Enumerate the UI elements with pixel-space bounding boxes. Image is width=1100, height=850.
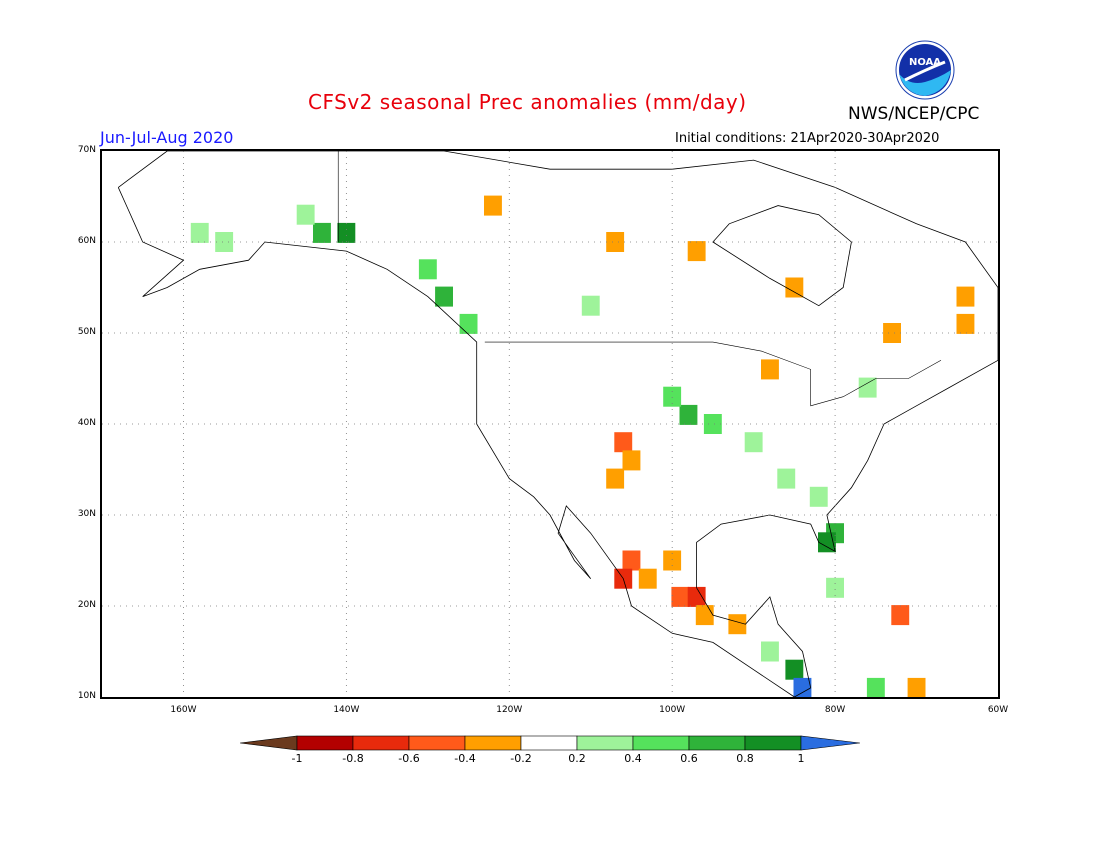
anomaly-cell (956, 286, 975, 307)
anomaly-cell (866, 677, 885, 697)
coastline (117, 151, 998, 697)
season-label: Jun-Jul-Aug 2020 (100, 128, 234, 147)
anomaly-cell (744, 432, 763, 453)
legend-label: -0.8 (342, 752, 364, 765)
anomaly-cell (296, 204, 315, 225)
legend-swatch (408, 735, 466, 751)
noaa-logo-icon: NOAA (895, 40, 955, 100)
legend-label: 0.6 (680, 752, 698, 765)
legend-swatch (464, 735, 522, 751)
anomaly-cell (679, 404, 698, 425)
color-legend-bar (240, 735, 860, 751)
lat-label: 20N (77, 600, 96, 610)
anomaly-cell (956, 313, 975, 334)
anomaly-cell (891, 605, 910, 626)
anomaly-cell (190, 222, 209, 243)
lat-label: 40N (77, 418, 96, 428)
anomaly-cell (761, 359, 779, 380)
lat-label: 30N (77, 509, 96, 519)
legend-label: -0.6 (398, 752, 420, 765)
anomaly-cell (484, 195, 502, 216)
legend-label: -1 (291, 752, 303, 765)
precipitation-anomaly-map (100, 149, 1000, 699)
legend-swatch (632, 735, 690, 751)
anomaly-cell (622, 450, 641, 471)
lon-label: 160W (170, 705, 197, 715)
lon-label: 60W (987, 705, 1009, 715)
anomaly-cell (215, 232, 234, 252)
anomaly-cell (687, 586, 706, 607)
lon-label: 120W (496, 705, 523, 715)
legend-swatch (240, 735, 298, 751)
anomaly-cell (313, 222, 331, 243)
lat-label: 70N (77, 145, 96, 155)
lon-label: 100W (659, 705, 686, 715)
anomaly-cell (818, 532, 836, 553)
anomaly-cell (581, 295, 600, 316)
map-title: CFSv2 seasonal Prec anomalies (mm/day) (308, 90, 747, 114)
agency-label: NWS/NCEP/CPC (848, 104, 980, 124)
us-canada-border (484, 341, 942, 407)
anomaly-cell (907, 677, 926, 697)
anomaly-cell (883, 323, 901, 343)
anomaly-cell (671, 586, 690, 607)
lat-label: 60N (77, 236, 96, 246)
anomaly-cell (785, 659, 804, 680)
anomaly-cell (606, 468, 625, 489)
anomaly-cell (728, 614, 747, 635)
initial-conditions-label: Initial conditions: 21Apr2020-30Apr2020 (675, 131, 940, 146)
legend-swatch (352, 735, 410, 751)
legend-label: -0.2 (510, 752, 532, 765)
legend-swatch (688, 735, 746, 751)
anomaly-cell (606, 232, 625, 252)
legend-swatch (296, 735, 354, 751)
anomaly-cell (793, 677, 812, 697)
lat-label: 50N (77, 327, 96, 337)
legend-label: 0.8 (736, 752, 754, 765)
legend-label: 0.2 (568, 752, 586, 765)
anomaly-cell (638, 568, 657, 589)
anomaly-cell (809, 486, 828, 507)
legend-label: 0.4 (624, 752, 642, 765)
anomaly-cell (777, 468, 796, 489)
legend-swatch (520, 735, 578, 751)
anomaly-cell (663, 550, 682, 571)
anomaly-cell (687, 241, 706, 262)
lat-label: 10N (77, 691, 96, 701)
legend-label: -0.4 (454, 752, 476, 765)
anomaly-cell (695, 605, 714, 626)
lon-label: 140W (333, 705, 360, 715)
anomaly-cell (459, 313, 478, 334)
legend-label: 1 (797, 752, 805, 765)
anomaly-cell (785, 277, 804, 298)
noaa-logo-text: NOAA (909, 57, 941, 68)
anomaly-cell (663, 386, 682, 407)
anomaly-cell (435, 286, 453, 307)
anomaly-cell (761, 641, 779, 662)
anomaly-cell (614, 432, 633, 453)
hudson-bay-outline (712, 205, 852, 307)
anomaly-cell (418, 259, 437, 280)
anomaly-cell (337, 222, 356, 243)
lon-label: 80W (824, 705, 846, 715)
legend-swatch (800, 735, 860, 751)
map-canvas (102, 151, 998, 697)
anomaly-cell (826, 577, 844, 598)
anomaly-cell (858, 377, 877, 398)
anomaly-cell (703, 414, 722, 434)
legend-swatch (576, 735, 634, 751)
legend-swatch (744, 735, 802, 751)
anomaly-cell (622, 550, 641, 571)
